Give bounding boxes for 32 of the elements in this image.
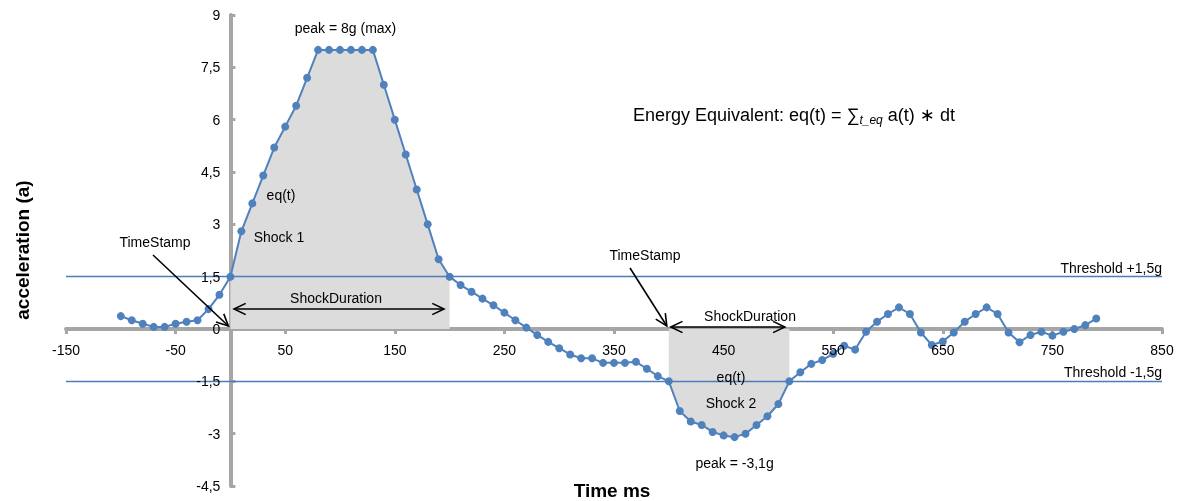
x-tick-label: 50 <box>277 342 294 358</box>
annotation: peak = -3,1g <box>695 455 774 472</box>
y-tick-label: 0 <box>212 321 221 337</box>
y-axis-title: acceleration (a) <box>11 180 33 320</box>
annotation: ShockDuration <box>290 290 382 306</box>
x-axis-title: Time ms <box>573 479 651 501</box>
ref-line-label: Threshold -1,5g <box>1063 364 1162 381</box>
annotation: eq(t) <box>266 187 296 203</box>
y-tick-label: 7,5 <box>200 59 221 76</box>
y-tick-label: 6 <box>212 111 221 128</box>
y-tick-label: 3 <box>212 216 221 233</box>
annotation: Shock 2 <box>705 395 757 411</box>
x-tick-label: 350 <box>602 342 626 358</box>
x-tick-label: 650 <box>931 342 955 358</box>
x-tick-label: 850 <box>1150 342 1174 358</box>
x-tick-label: 250 <box>492 342 517 358</box>
annotation: peak = 8g (max) <box>294 19 397 36</box>
annotation: ShockDuration <box>704 308 796 324</box>
y-tick-label: 9 <box>212 7 221 23</box>
x-tick-label: 150 <box>383 342 407 358</box>
x-tick-label: 450 <box>711 342 736 358</box>
ref-line-label: Threshold +1,5g <box>1060 259 1162 276</box>
annotation: eq(t) <box>716 369 746 385</box>
annotation: TimeStamp <box>119 234 191 250</box>
x-tick-label: -150 <box>51 342 81 358</box>
y-tick-label: 4,5 <box>200 164 221 180</box>
annotation: TimeStamp <box>609 247 681 263</box>
y-tick-label: -4,5 <box>196 478 221 494</box>
x-tick-label: -50 <box>165 342 186 358</box>
annotation: Shock 1 <box>253 229 305 245</box>
x-tick-label: 750 <box>1040 342 1065 358</box>
y-tick-label: -3 <box>207 425 221 442</box>
